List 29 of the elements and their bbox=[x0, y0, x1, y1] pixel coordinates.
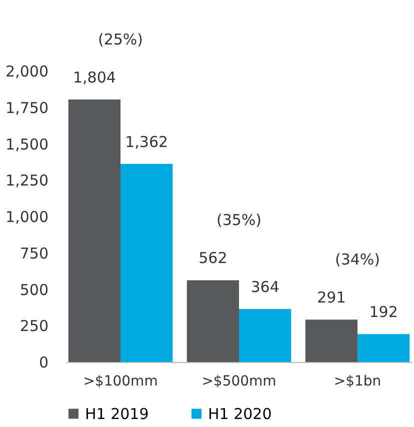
y-tick-label: 2,000 bbox=[6, 62, 48, 80]
x-tick-label: >$100mm bbox=[83, 374, 158, 390]
bar bbox=[186, 280, 239, 362]
bar bbox=[305, 320, 358, 362]
bar bbox=[239, 309, 292, 362]
data-label: 1,804 bbox=[72, 68, 116, 87]
data-label: 364 bbox=[250, 278, 280, 296]
y-tick-label: 1,750 bbox=[6, 98, 48, 117]
data-label: 562 bbox=[198, 249, 228, 268]
data-label: 291 bbox=[317, 288, 346, 307]
bar bbox=[68, 100, 121, 362]
bar bbox=[357, 334, 410, 362]
x-tick-label: >$500mm bbox=[202, 374, 276, 390]
annotation: (34%) bbox=[334, 250, 380, 269]
y-tick-label: 500 bbox=[20, 280, 48, 299]
y-tick-label: 250 bbox=[20, 317, 48, 336]
y-tick-label: 1,250 bbox=[6, 172, 48, 190]
legend-label: H1 2020 bbox=[208, 404, 272, 423]
y-tick-label: 0 bbox=[38, 354, 48, 372]
legend-label: H1 2019 bbox=[85, 404, 149, 423]
data-label: 1,362 bbox=[125, 132, 168, 151]
y-tick-label: 1,500 bbox=[6, 135, 48, 154]
bar bbox=[120, 164, 173, 362]
data-label: 192 bbox=[369, 303, 398, 322]
y-tick-label: 1,000 bbox=[6, 208, 48, 226]
y-tick-label: 750 bbox=[20, 244, 48, 262]
annotation: (35%) bbox=[216, 211, 262, 230]
x-tick-label: >$1bn bbox=[334, 374, 382, 390]
text: (25%) bbox=[98, 30, 144, 49]
